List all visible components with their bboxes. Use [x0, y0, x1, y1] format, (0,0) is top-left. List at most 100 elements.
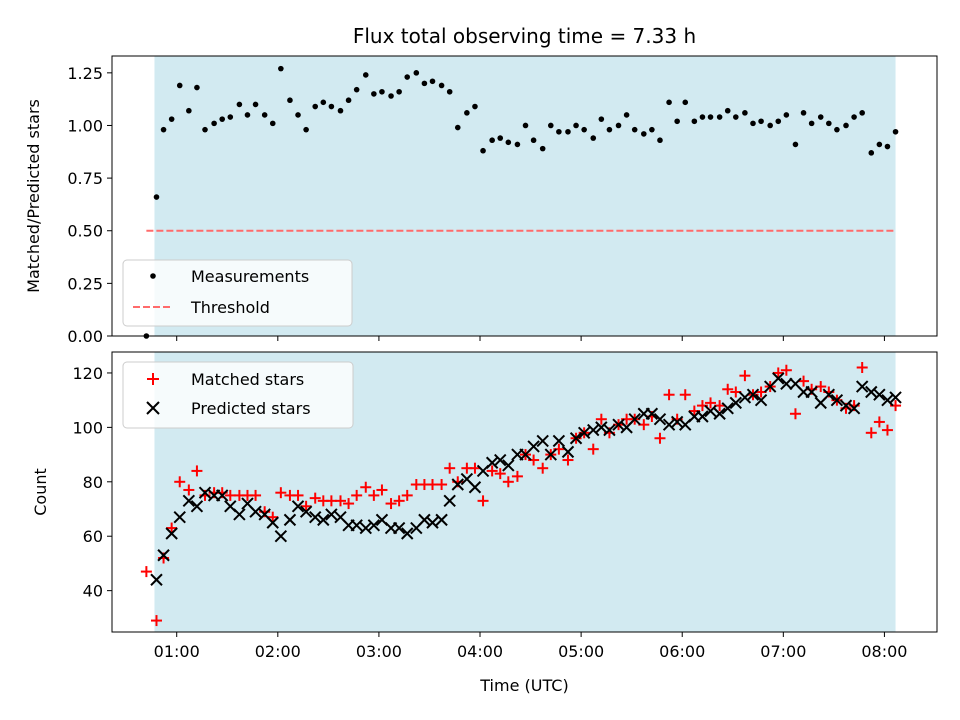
chart-title: Flux total observing time = 7.33 h — [353, 24, 696, 48]
measurement-point — [396, 88, 402, 95]
y-tick-label: 1.25 — [67, 64, 103, 83]
y-tick-label: 0.25 — [67, 274, 103, 293]
predicted-point — [165, 527, 178, 540]
predicted-point — [274, 530, 288, 543]
matched-point — [865, 427, 877, 439]
measurement-point — [514, 141, 521, 148]
measurement-point — [800, 110, 807, 116]
predicted-point — [233, 508, 246, 521]
bottom-legend: Matched stars Predicted stars — [122, 361, 354, 429]
predicted-point — [418, 513, 431, 527]
matched-point — [679, 389, 691, 401]
matched-point — [789, 408, 801, 420]
measurement-point — [464, 110, 470, 116]
predicted-point — [527, 440, 540, 453]
legend-marker-matched — [147, 373, 159, 385]
predicted-point — [873, 388, 886, 401]
predicted-point — [544, 448, 557, 461]
matched-point — [267, 511, 279, 523]
predicted-point — [266, 516, 279, 529]
matched-point — [663, 389, 675, 401]
x-tick-label: 03:00 — [356, 642, 402, 661]
matched-point — [401, 489, 413, 501]
predicted-point — [291, 500, 305, 513]
predicted-point — [628, 413, 641, 426]
measurement-point — [429, 78, 436, 85]
predicted-point — [713, 407, 726, 420]
matched-point — [368, 489, 380, 501]
matched-point — [444, 462, 456, 474]
matched-point — [351, 489, 363, 501]
predicted-point — [359, 521, 372, 535]
predicted-point — [822, 388, 836, 401]
predicted-point — [350, 519, 363, 532]
measurement-point — [767, 122, 773, 129]
measurement-point — [783, 112, 790, 118]
predicted-point — [889, 391, 902, 404]
measurement-point — [843, 122, 849, 129]
predicted-point — [645, 407, 659, 420]
measurement-point — [641, 131, 647, 137]
predicted-point — [468, 481, 482, 494]
x-tick-label: 02:00 — [255, 642, 301, 661]
x-tick-label: 08:00 — [861, 642, 907, 661]
predicted-point — [426, 516, 439, 529]
predicted-point — [451, 478, 464, 491]
predicted-point — [552, 434, 566, 448]
matched-point — [174, 476, 186, 488]
measurement-point — [489, 137, 495, 144]
y-tick-label: 120 — [72, 364, 103, 383]
matched-point — [798, 375, 810, 387]
measurement-point — [792, 141, 799, 148]
measurement-point — [649, 126, 655, 133]
matched-point — [722, 383, 734, 395]
matched-point — [856, 362, 868, 374]
y-tick-label: 60 — [83, 527, 103, 546]
measurement-point — [631, 126, 638, 133]
measurement-point — [421, 80, 428, 87]
measurement-point — [682, 99, 689, 106]
legend-marker-measurements — [150, 273, 156, 279]
measurement-point — [362, 72, 369, 78]
top-y-axis-label: Matched/Predicted stars — [24, 99, 43, 293]
y-tick-label: 80 — [83, 473, 103, 492]
predicted-point — [157, 549, 170, 562]
matched-point — [334, 495, 346, 507]
predicted-point — [603, 423, 616, 437]
bottom-panel: 40 60 80 100 120 01:00 02:00 03:00 04:00 05:00 06… — [31, 351, 938, 695]
predicted-point — [780, 377, 793, 391]
predicted-point — [772, 372, 785, 385]
measurement-point — [556, 128, 562, 135]
measurement-point — [312, 103, 319, 110]
measurement-point — [497, 135, 504, 141]
measurement-point — [261, 112, 268, 118]
measurement-point — [472, 103, 478, 110]
predicted-point — [847, 402, 861, 415]
matched-point — [537, 462, 549, 474]
y-tick-label: 1.00 — [67, 116, 103, 135]
measurement-point — [404, 74, 411, 80]
x-axis-label: Time (UTC) — [479, 676, 568, 695]
predicted-point — [830, 393, 844, 407]
measurement-point — [530, 137, 537, 144]
measurement-point — [606, 126, 613, 133]
measurement-point — [219, 116, 226, 122]
legend-label-measurements: Measurements — [191, 267, 309, 286]
measurement-point — [581, 126, 587, 133]
measurement-point — [454, 124, 461, 131]
measurement-point — [691, 118, 698, 125]
matched-point — [587, 443, 599, 455]
predicted-point — [435, 513, 448, 527]
predicted-point — [612, 418, 625, 431]
measurement-point — [590, 135, 597, 141]
measurement-point — [438, 82, 445, 89]
measurement-point — [884, 143, 891, 150]
measurement-point — [598, 116, 605, 122]
measurement-point — [547, 122, 554, 129]
measurement-point — [758, 118, 764, 125]
legend-label-predicted: Predicted stars — [191, 399, 311, 418]
measurement-point — [573, 122, 579, 129]
predicted-point — [173, 510, 186, 524]
matched-point — [739, 370, 751, 382]
